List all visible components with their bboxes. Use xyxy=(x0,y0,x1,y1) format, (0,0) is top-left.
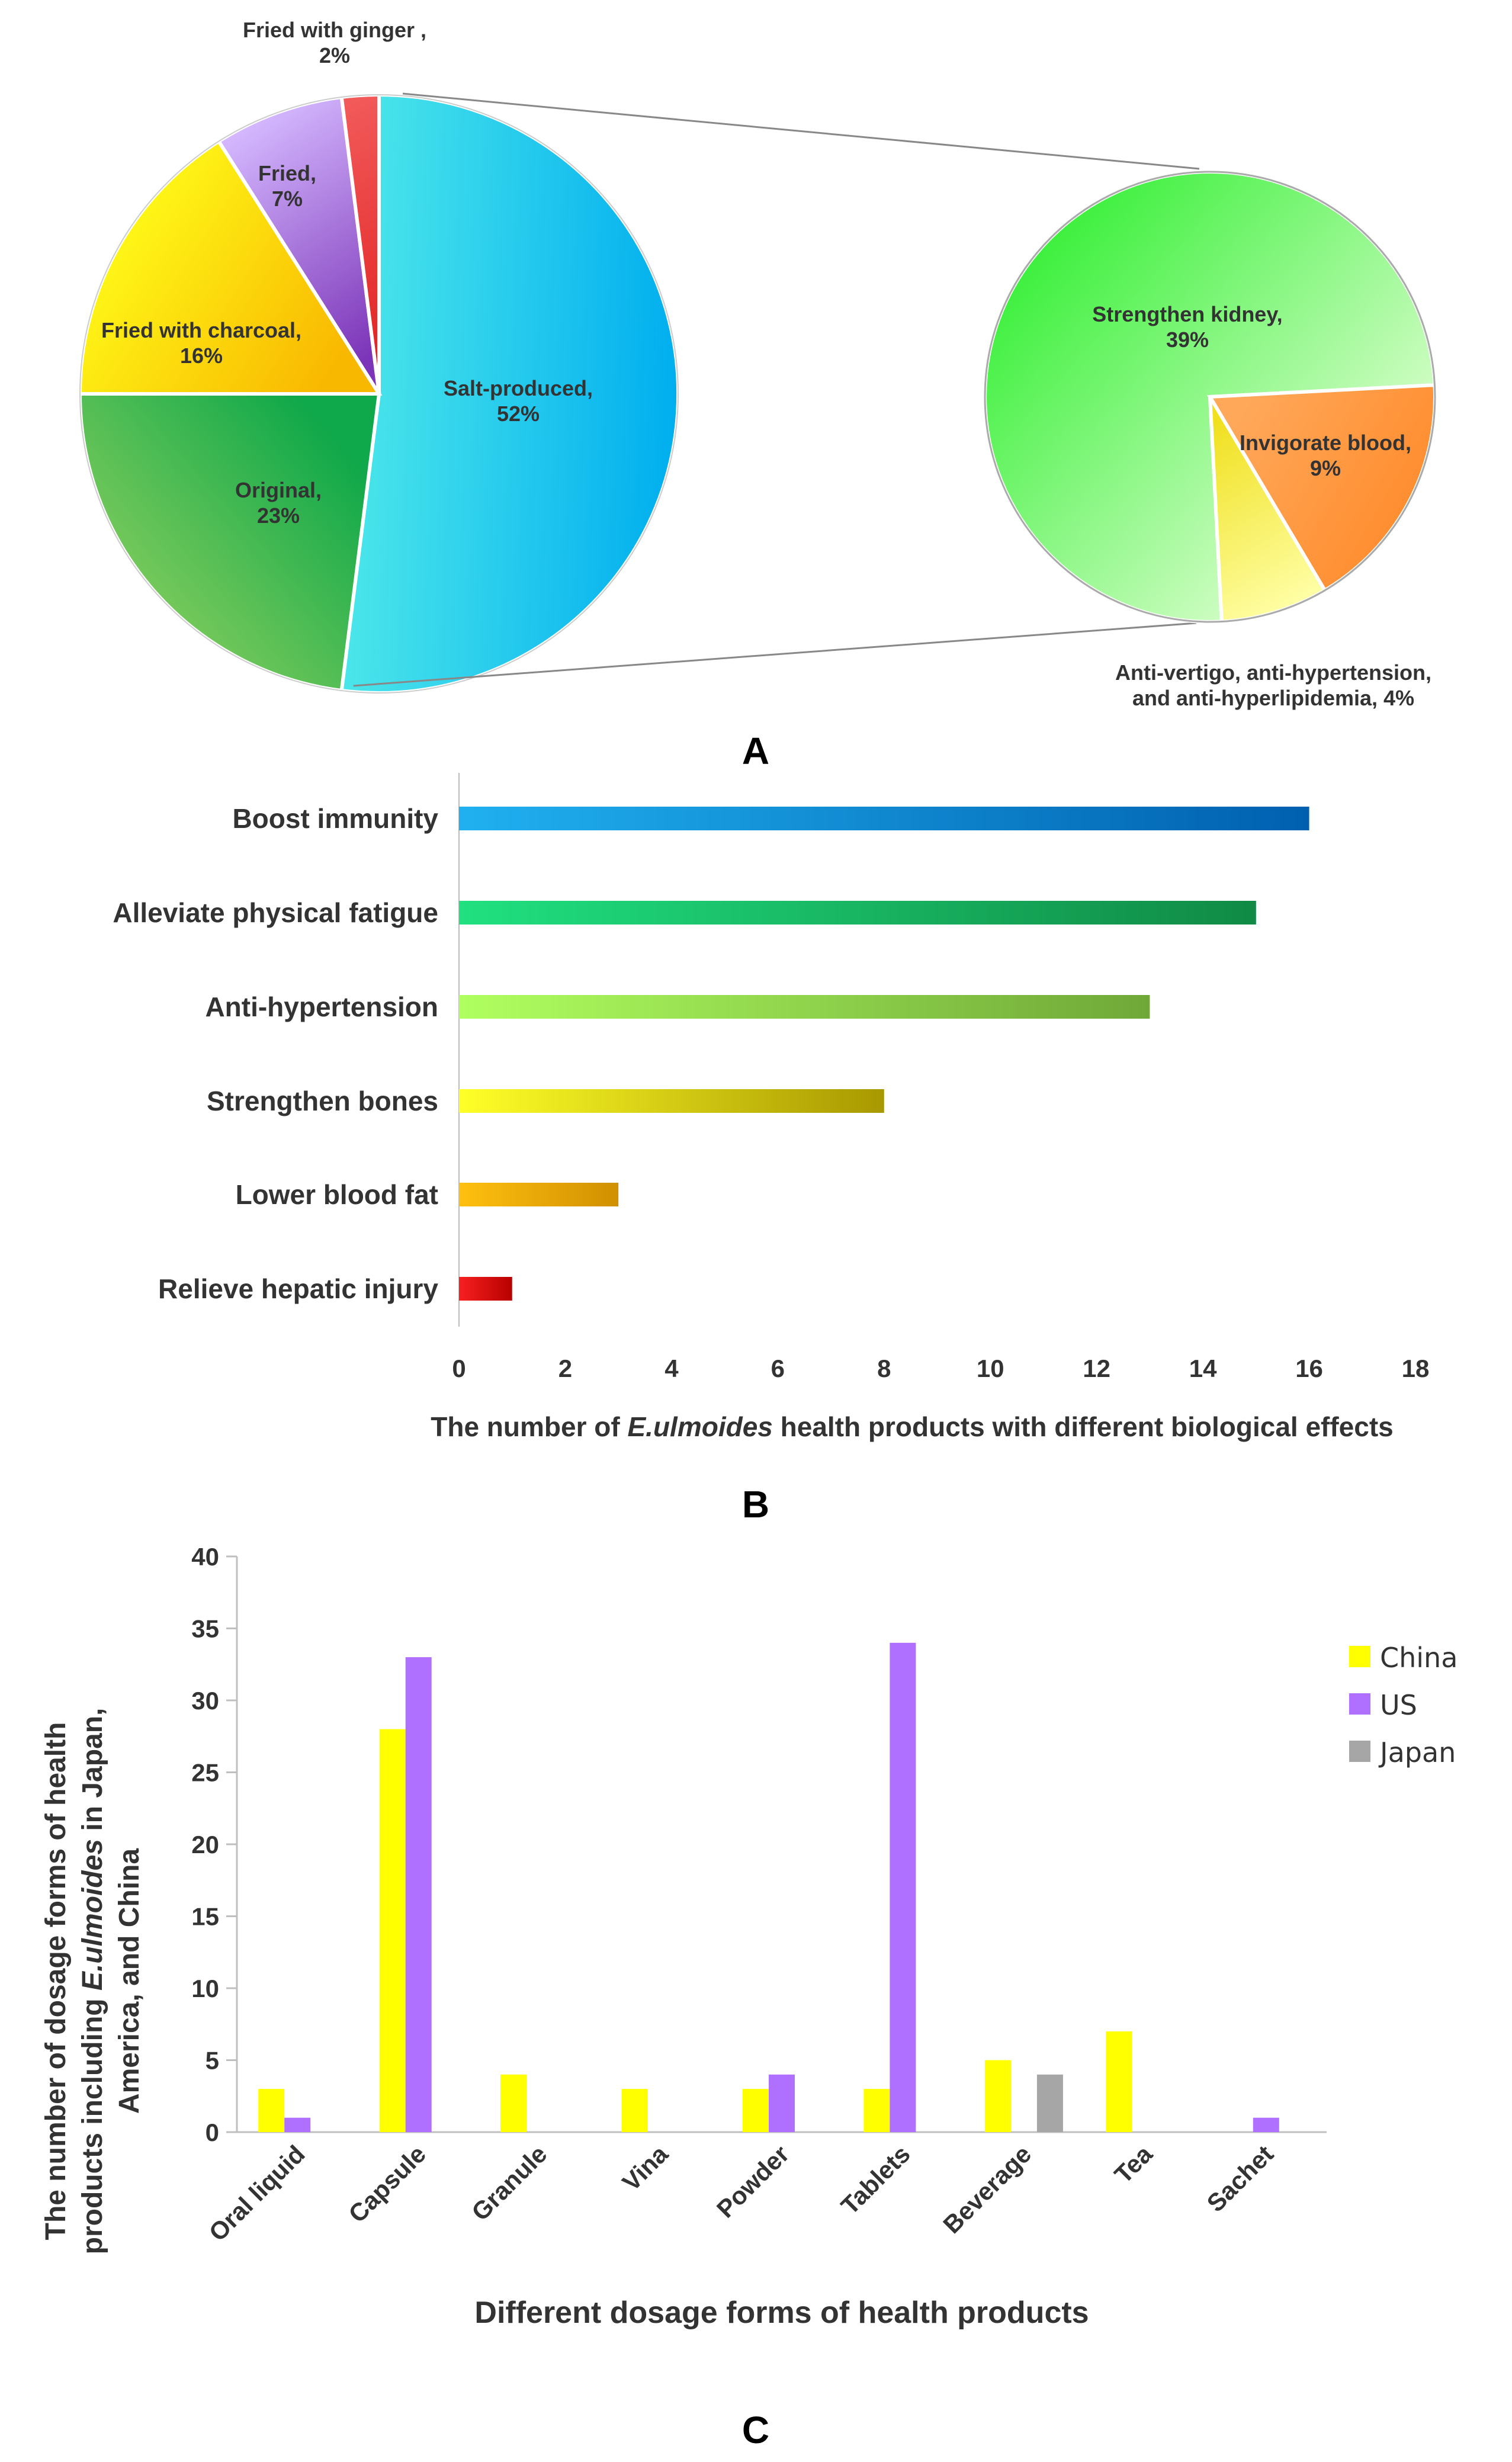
dosage-y-tick-label: 20 xyxy=(191,1831,219,1858)
panel-label-a: A xyxy=(742,730,769,772)
detail-label-anti-vertigo: Anti-vertigo, anti-hypertension, and anti… xyxy=(1115,660,1431,710)
main-pie-outline xyxy=(79,94,679,694)
effects-category-label: Strengthen bones xyxy=(207,1086,438,1116)
dosage-bar-china-granule xyxy=(500,2074,527,2132)
pie-label-fried-with-ginger: Fried with ginger , 2% xyxy=(243,18,426,68)
dosage-bar-us-capsule xyxy=(405,1657,432,2132)
dosage-y-title-line-2: products including E.ulmoides in Japan, xyxy=(77,1708,108,2255)
effects-x-tick-label: 14 xyxy=(1189,1354,1217,1382)
effects-category-label: Alleviate physical fatigue xyxy=(113,897,438,928)
effects-x-tick-label: 2 xyxy=(558,1354,572,1382)
detail-label-strengthen-kidney: Strengthen kidney, 39% xyxy=(1092,302,1282,352)
dosage-bar-china-vina xyxy=(621,2089,648,2132)
effects-x-tick-label: 4 xyxy=(664,1354,679,1382)
dosage-category-label: Granule xyxy=(466,2140,552,2226)
dosage-bar-us-sachet xyxy=(1253,2117,1279,2132)
dosage-bar-china-tea xyxy=(1106,2031,1132,2132)
effects-x-tick-label: 8 xyxy=(877,1354,891,1382)
panel-label-c: C xyxy=(742,2409,769,2451)
dosage-y-tick-label: 0 xyxy=(206,2118,219,2146)
dosage-y-tick-label: 40 xyxy=(191,1543,219,1571)
dosage-x-axis-title: Different dosage forms of health product… xyxy=(474,2296,1089,2330)
effects-category-label: Anti-hypertension xyxy=(205,991,438,1022)
dosage-y-title-line-1: The number of dosage forms of health xyxy=(40,1722,72,2240)
dosage-category-label: Tablets xyxy=(836,2140,916,2220)
dosage-bar-chart: 0 5 10 15 20 25 30 35 40 Oral liquid Capsule Granul… xyxy=(191,1543,1327,2246)
dosage-bar-china-beverage xyxy=(984,2060,1011,2132)
detail-pie-outline xyxy=(984,171,1436,623)
dosage-bar-us-oral-liquid xyxy=(284,2117,311,2132)
connector-line-top xyxy=(402,92,1200,170)
dosage-y-tick-label: 35 xyxy=(191,1615,219,1643)
dosage-bar-japan-beverage xyxy=(1036,2074,1063,2132)
dosage-bar-china-tablets xyxy=(863,2089,890,2132)
effects-x-tick-label: 18 xyxy=(1402,1354,1430,1382)
dosage-category-label: Powder xyxy=(711,2140,795,2223)
effects-bar-lower-blood-fat xyxy=(459,1183,619,1206)
effects-category-label: Lower blood fat xyxy=(236,1179,438,1210)
dosage-bar-china-capsule xyxy=(379,1729,406,2132)
effects-bar-chart: Boost immunity Alleviate physical fatigue… xyxy=(113,773,1429,1382)
pie-slice-original xyxy=(78,392,381,693)
dosage-bar-china-oral-liquid xyxy=(258,2089,285,2132)
dosage-category-label: Capsule xyxy=(343,2140,431,2228)
effects-bar-boost-immunity xyxy=(459,807,1309,830)
legend-swatch-japan xyxy=(1349,1741,1370,1762)
dosage-y-title-line-3: America, and China xyxy=(114,1848,145,2114)
effects-x-tick-label: 6 xyxy=(771,1354,785,1382)
effects-category-label: Boost immunity xyxy=(232,803,438,834)
effects-bar-relieve-hepatic-injury xyxy=(459,1277,512,1301)
pie-label-fried-with-charcoal: Fried with charcoal, 16% xyxy=(101,318,301,368)
panel-label-b: B xyxy=(742,1483,769,1526)
dosage-category-label: Tea xyxy=(1109,2140,1158,2189)
dosage-category-label: Sachet xyxy=(1202,2140,1279,2217)
dosage-bar-us-powder xyxy=(769,2074,795,2132)
legend-label-japan: Japan xyxy=(1378,1736,1456,1768)
effects-bar-anti-hypertension xyxy=(459,995,1150,1019)
dosage-y-tick-label: 10 xyxy=(191,1975,219,2002)
dosage-y-axis-title: The number of dosage forms of health pro… xyxy=(40,1708,145,2255)
effects-x-axis-title: The number of E.ulmoides health products… xyxy=(431,1411,1394,1442)
effects-x-tick-label: 0 xyxy=(452,1354,466,1382)
connector-line-bottom xyxy=(353,622,1197,687)
dosage-y-tick-label: 15 xyxy=(191,1903,219,1931)
legend-label-us: US xyxy=(1380,1689,1417,1721)
legend-swatch-china xyxy=(1349,1646,1370,1667)
effects-x-tick-label: 16 xyxy=(1295,1354,1323,1382)
detail-label-invigorate-blood: Invigorate blood, 9% xyxy=(1240,431,1411,480)
detail-pie-chart xyxy=(983,170,1437,624)
dosage-bar-us-tablets xyxy=(890,1642,916,2132)
effects-bar-strengthen-bones xyxy=(459,1089,884,1113)
legend-label-china: China xyxy=(1380,1642,1458,1674)
dosage-y-tick-label: 5 xyxy=(206,2047,219,2075)
dosage-category-label: Beverage xyxy=(938,2140,1036,2239)
legend-swatch-us xyxy=(1349,1693,1370,1715)
dosage-y-tick-label: 25 xyxy=(191,1759,219,1787)
pie-label-original: Original, 23% xyxy=(235,478,322,528)
effects-x-tick-label: 10 xyxy=(977,1354,1004,1382)
dosage-category-label: Vina xyxy=(617,2140,674,2197)
dosage-y-tick-label: 30 xyxy=(191,1687,219,1715)
dosage-bar-china-powder xyxy=(743,2089,769,2132)
effects-bar-alleviate-physical-fatigue xyxy=(459,901,1256,925)
effects-x-tick-label: 12 xyxy=(1083,1354,1110,1382)
dosage-legend: China US Japan xyxy=(1349,1642,1458,1768)
main-pie-chart xyxy=(78,92,680,695)
pie-label-fried: Fried, 7% xyxy=(258,161,316,211)
dosage-category-label: Oral liquid xyxy=(203,2140,310,2246)
pie-label-salt-produced: Salt-produced, 52% xyxy=(444,376,593,426)
pie-labels: Salt-produced, 52% Original, 23% Fried with … xyxy=(101,18,1431,710)
effects-category-label: Relieve hepatic injury xyxy=(158,1273,438,1304)
pie-connector-lines xyxy=(353,92,1200,687)
